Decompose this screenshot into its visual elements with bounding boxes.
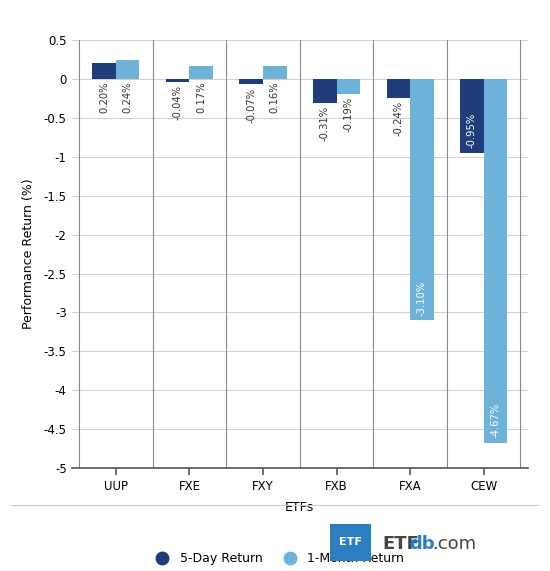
Bar (189, 66, 213, 79)
Bar (263, 66, 287, 79)
Y-axis label: Performance Return (%): Performance Return (%) (23, 179, 35, 329)
Text: -4.67%: -4.67% (491, 403, 501, 438)
Bar (166, 79, 189, 82)
Text: 0.17%: 0.17% (196, 81, 206, 113)
Bar (239, 79, 263, 85)
Legend: 5-Day Return, 1-Month Return: 5-Day Return, 1-Month Return (145, 547, 409, 570)
Text: .com: .com (432, 534, 476, 553)
Bar (116, 60, 139, 79)
Text: -3.10%: -3.10% (417, 280, 427, 316)
Bar (337, 79, 360, 94)
Text: db: db (410, 534, 436, 553)
Bar (387, 79, 410, 98)
Text: ETF: ETF (382, 534, 419, 553)
Bar (313, 79, 337, 103)
Text: 0.24%: 0.24% (123, 81, 133, 112)
X-axis label: ETFs: ETFs (285, 501, 315, 514)
Text: -0.95%: -0.95% (467, 113, 477, 148)
Text: -0.19%: -0.19% (343, 97, 353, 132)
Bar (483, 79, 507, 443)
Text: -0.24%: -0.24% (393, 100, 403, 136)
Bar (460, 79, 483, 153)
Text: -0.04%: -0.04% (173, 85, 183, 120)
Text: 0.20%: 0.20% (99, 81, 109, 112)
Text: 0.16%: 0.16% (270, 81, 280, 113)
Text: -0.07%: -0.07% (246, 87, 256, 123)
Text: ETF: ETF (339, 537, 362, 547)
Bar (410, 79, 433, 320)
Text: -0.31%: -0.31% (320, 106, 330, 141)
Bar (92, 63, 116, 79)
